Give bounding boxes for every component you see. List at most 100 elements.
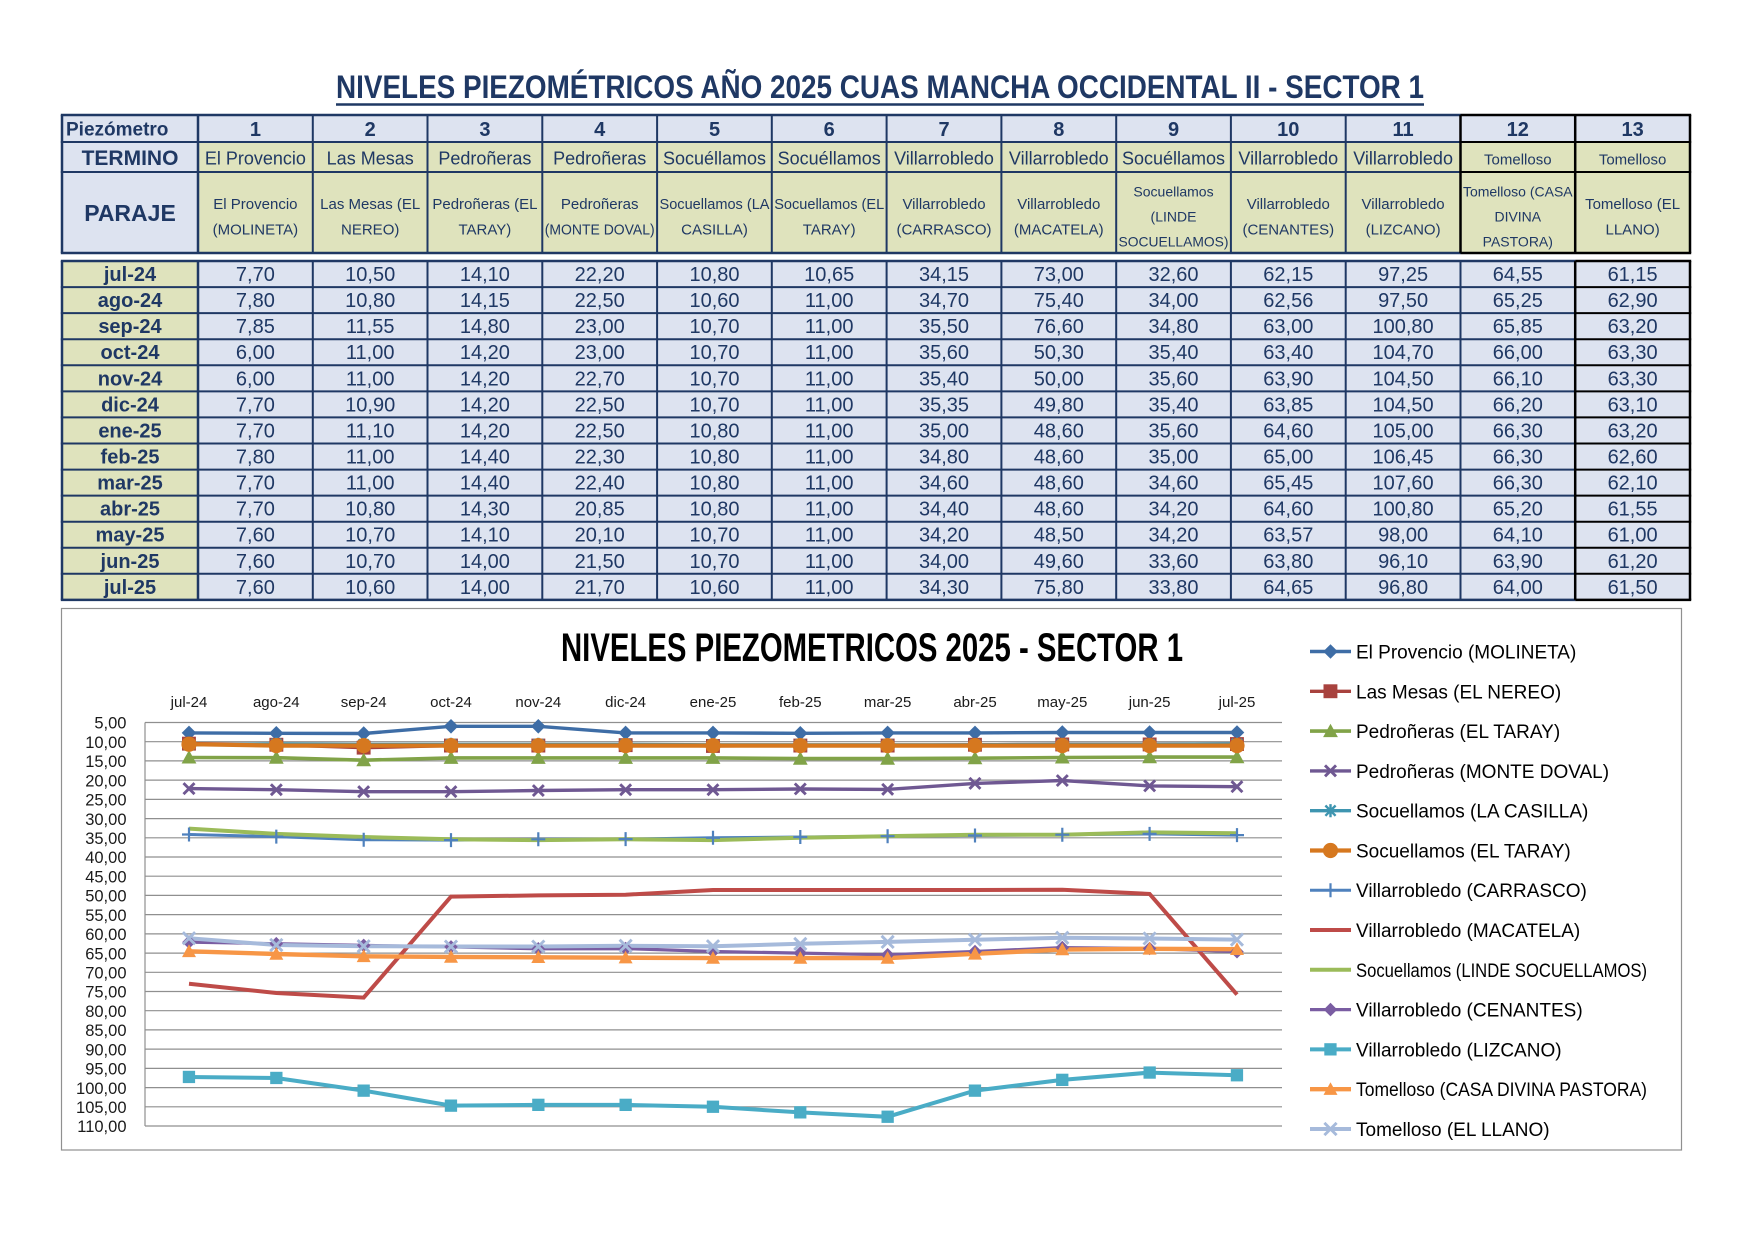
svg-text:96,80: 96,80 (1378, 577, 1428, 599)
svg-text:oct-24: oct-24 (101, 342, 161, 364)
svg-text:feb-25: feb-25 (779, 694, 822, 711)
svg-text:63,00: 63,00 (1263, 316, 1313, 338)
svg-text:34,60: 34,60 (1148, 473, 1198, 495)
svg-text:14,00: 14,00 (460, 551, 510, 573)
svg-text:jul-25: jul-25 (103, 577, 156, 599)
svg-text:50,00: 50,00 (1034, 368, 1084, 390)
svg-text:73,00: 73,00 (1034, 264, 1084, 286)
svg-text:64,55: 64,55 (1493, 264, 1543, 286)
svg-text:sep-24: sep-24 (98, 316, 162, 338)
svg-text:Socuellamos (LA CASILLA): Socuellamos (LA CASILLA) (1356, 802, 1588, 823)
svg-text:10,80: 10,80 (689, 499, 739, 521)
svg-text:11,00: 11,00 (805, 499, 854, 521)
svg-text:63,20: 63,20 (1608, 421, 1658, 443)
svg-text:64,00: 64,00 (1493, 577, 1543, 599)
svg-text:Socuéllamos: Socuéllamos (1122, 149, 1225, 169)
svg-text:34,40: 34,40 (919, 499, 969, 521)
svg-text:35,60: 35,60 (919, 342, 969, 364)
svg-text:10,70: 10,70 (345, 551, 395, 573)
svg-text:66,30: 66,30 (1493, 421, 1543, 443)
svg-text:abr-25: abr-25 (953, 694, 996, 711)
svg-text:7,60: 7,60 (236, 551, 275, 573)
svg-text:11,00: 11,00 (346, 473, 395, 495)
svg-text:13: 13 (1621, 119, 1643, 141)
svg-text:14,10: 14,10 (460, 264, 510, 286)
svg-text:48,60: 48,60 (1034, 421, 1084, 443)
svg-text:62,90: 62,90 (1608, 290, 1658, 312)
svg-text:34,80: 34,80 (1148, 316, 1198, 338)
svg-text:Villarrobledo: Villarrobledo (1247, 196, 1330, 213)
svg-text:10,60: 10,60 (689, 290, 739, 312)
svg-text:34,30: 34,30 (919, 577, 969, 599)
svg-text:ene-25: ene-25 (690, 694, 737, 711)
svg-text:El Provencio: El Provencio (205, 149, 306, 169)
svg-text:35,60: 35,60 (1148, 368, 1198, 390)
svg-text:90,00: 90,00 (85, 1041, 126, 1059)
svg-text:105,00: 105,00 (76, 1099, 126, 1117)
svg-text:33,80: 33,80 (1148, 577, 1198, 599)
svg-text:Las Mesas: Las Mesas (327, 149, 414, 169)
svg-text:5: 5 (709, 119, 720, 141)
svg-text:64,60: 64,60 (1263, 421, 1313, 443)
svg-text:7,60: 7,60 (236, 577, 275, 599)
svg-text:jul-25: jul-25 (1218, 694, 1256, 711)
svg-text:10,70: 10,70 (689, 316, 739, 338)
svg-text:80,00: 80,00 (85, 1003, 126, 1021)
svg-text:Villarrobledo: Villarrobledo (1009, 149, 1109, 169)
svg-text:14,20: 14,20 (460, 421, 510, 443)
svg-text:dic-24: dic-24 (101, 394, 160, 416)
svg-text:45,00: 45,00 (85, 868, 126, 886)
svg-text:ene-25: ene-25 (98, 421, 161, 443)
svg-text:10,80: 10,80 (689, 421, 739, 443)
svg-text:10,90: 10,90 (345, 394, 395, 416)
svg-text:10,50: 10,50 (345, 264, 395, 286)
svg-text:98,00: 98,00 (1378, 525, 1428, 547)
svg-text:106,45: 106,45 (1373, 447, 1434, 469)
svg-text:22,30: 22,30 (575, 447, 625, 469)
svg-text:10,65: 10,65 (804, 264, 854, 286)
svg-text:8: 8 (1053, 119, 1064, 141)
svg-text:35,40: 35,40 (1148, 394, 1198, 416)
svg-text:104,50: 104,50 (1373, 368, 1434, 390)
svg-text:4: 4 (594, 119, 606, 141)
svg-text:14,10: 14,10 (460, 525, 510, 547)
svg-text:10: 10 (1277, 119, 1299, 141)
svg-text:may-25: may-25 (96, 525, 165, 547)
svg-text:75,40: 75,40 (1034, 290, 1084, 312)
svg-text:(CARRASCO): (CARRASCO) (896, 222, 991, 239)
svg-text:35,40: 35,40 (919, 368, 969, 390)
svg-text:mar-25: mar-25 (864, 694, 912, 711)
svg-text:11,00: 11,00 (805, 394, 854, 416)
svg-text:63,30: 63,30 (1608, 368, 1658, 390)
svg-text:jul-24: jul-24 (170, 694, 208, 711)
svg-text:61,50: 61,50 (1608, 577, 1658, 599)
svg-text:65,45: 65,45 (1263, 473, 1313, 495)
svg-text:35,00: 35,00 (85, 830, 126, 848)
svg-text:34,20: 34,20 (1148, 499, 1198, 521)
svg-text:10,00: 10,00 (85, 734, 126, 752)
svg-text:70,00: 70,00 (85, 965, 126, 983)
svg-text:63,90: 63,90 (1493, 551, 1543, 573)
svg-text:(MONTE DOVAL): (MONTE DOVAL) (545, 222, 655, 239)
svg-text:12: 12 (1507, 119, 1529, 141)
svg-text:11,00: 11,00 (346, 447, 395, 469)
svg-text:11,00: 11,00 (805, 551, 854, 573)
svg-text:11,10: 11,10 (346, 421, 395, 443)
svg-text:21,70: 21,70 (575, 577, 625, 599)
svg-text:14,40: 14,40 (460, 447, 510, 469)
svg-text:110,00: 110,00 (77, 1118, 126, 1136)
svg-text:1: 1 (250, 119, 261, 141)
svg-text:7: 7 (938, 119, 949, 141)
svg-text:14,20: 14,20 (460, 368, 510, 390)
svg-text:35,00: 35,00 (919, 421, 969, 443)
svg-text:Pedroñeras: Pedroñeras (561, 196, 639, 213)
svg-text:10,80: 10,80 (689, 473, 739, 495)
svg-text:6: 6 (824, 119, 835, 141)
svg-text:abr-25: abr-25 (100, 499, 160, 521)
svg-text:40,00: 40,00 (85, 849, 126, 867)
svg-text:PASTORA): PASTORA) (1483, 233, 1553, 249)
svg-text:65,85: 65,85 (1493, 316, 1543, 338)
svg-text:49,80: 49,80 (1034, 394, 1084, 416)
svg-text:7,70: 7,70 (236, 421, 275, 443)
svg-text:Pedroñeras (EL TARAY): Pedroñeras (EL TARAY) (1356, 722, 1560, 743)
